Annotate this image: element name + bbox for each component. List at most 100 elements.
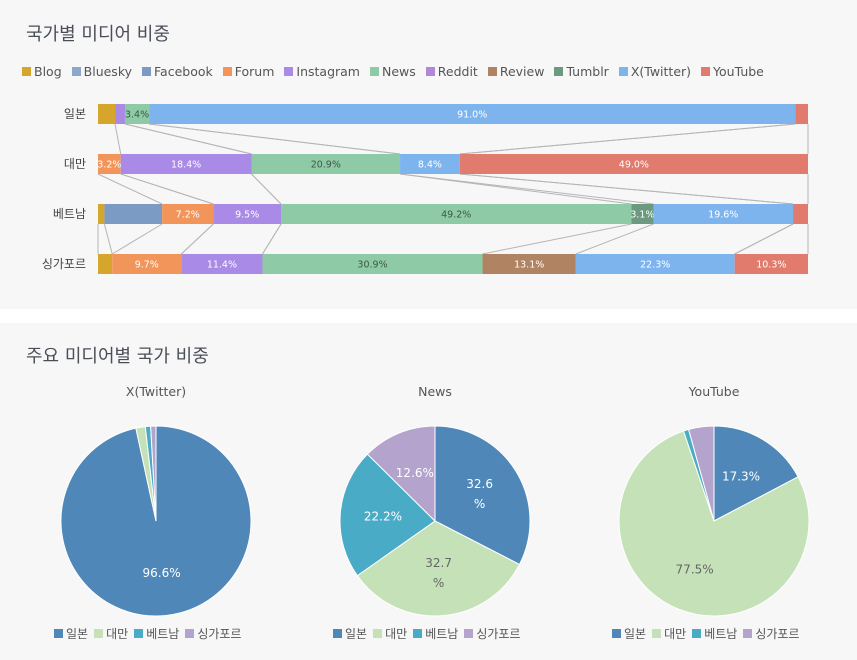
bar-segment-blog[interactable] [98,254,113,274]
legend-item-bluesky[interactable]: Bluesky [71,64,132,79]
legend-swatch [554,66,564,76]
bar-segment-label: 13.1% [514,260,544,271]
legend-label: 베트남 [704,626,738,641]
legend-label: 일본 [624,626,647,641]
bar-segment-youtube[interactable] [734,254,808,274]
bar-segment-tumblr[interactable] [631,204,654,224]
bar-segment-forum[interactable] [162,204,214,224]
legend-label: 대만 [664,626,687,641]
connector-line [103,223,113,255]
legend-label: Forum [234,63,275,79]
pie-legend-item[interactable]: 대만 [652,625,686,642]
bar-segment-youtube[interactable] [793,204,808,224]
connector-line [575,223,654,255]
bar-segment-forum[interactable] [112,254,182,274]
legend-item-tumblr[interactable]: Tumblr [554,63,609,79]
bar-segment-news[interactable] [281,204,632,224]
pie-chart-news: News 32.6% 32.7% 22.2% 12.6% [339,384,531,617]
bar-segment-news[interactable] [262,254,483,274]
bar-segment-x-twitter[interactable] [653,204,794,224]
legend-item-x-twitter[interactable]: X(Twitter) [618,63,692,79]
pie-legend-item[interactable]: 베트남 [692,625,737,642]
legend-swatch [743,628,753,638]
stacked-bar-chart: 일본 3.4% 91.0% 대만 3.2% 18.4% 20.9% 8.4% 49.0% 베트남 7… [42,104,809,274]
legend-item-instagram[interactable]: Instagram [284,64,360,79]
legend-swatch [22,66,31,76]
legend-item-forum[interactable]: Forum [222,63,275,79]
legend-swatch [94,628,104,638]
pie-legend-item[interactable]: 대만 [94,625,128,642]
legend-swatch [373,628,383,638]
pie-chart-x-twitter: X(Twitter) 96.6% [60,384,252,617]
legend-label: X(Twitter) [630,63,692,79]
bar-segment-instagram[interactable] [181,254,263,274]
pie-legend-item[interactable]: 일본 [54,625,88,642]
pie-slice-싱가포르[interactable] [150,425,157,522]
legend-item-facebook[interactable]: Facebook [142,64,213,79]
bar-segment-x-twitter[interactable] [575,254,735,274]
bar-segment-blog[interactable] [98,104,116,124]
pie-legend-item[interactable]: 싱가포르 [185,625,241,642]
bar-segment-x-twitter[interactable] [400,154,460,174]
pie-slice-label: 77.5% [676,563,714,577]
legend-label: 베트남 [425,626,459,641]
pie-slice-대만[interactable] [356,520,521,617]
legend-item-review[interactable]: Review [487,64,544,79]
legend-item-reddit[interactable]: Reddit [425,63,478,79]
pie-slice-베트남[interactable] [339,453,436,577]
pie-slice-일본[interactable] [434,425,531,566]
legend-label: News [381,63,416,79]
pie-legend-item[interactable]: 일본 [612,625,646,642]
bar-segment-youtube[interactable] [795,104,808,124]
connector-line [262,223,282,255]
legend-item-news[interactable]: News [369,63,416,79]
legend-label: YouTube [713,63,764,79]
country-label-1: 대만 [64,157,86,171]
legend-label: 일본 [66,626,89,641]
legend-swatch [692,628,702,638]
legend-swatch [413,628,423,638]
bar-segment-forum[interactable] [98,154,121,174]
legend-label: Tumblr [566,63,609,79]
pie-slice-싱가포르[interactable] [688,425,715,522]
pie-legend-item[interactable]: 대만 [373,625,407,642]
legend-swatch [652,628,662,638]
pie-slice-일본[interactable] [713,425,799,522]
bar-segment-label: 3.2% [97,160,121,171]
bar-segment-instagram[interactable] [120,154,252,174]
connector-line [124,123,252,155]
bar-segment-youtube[interactable] [459,154,808,174]
legend-swatch [333,628,342,638]
pie-legend-item[interactable]: 싱가포르 [743,625,799,642]
bar-segment-label: 30.9% [357,260,387,271]
pie-title: News [418,384,452,399]
country-label-0: 일본 [64,107,86,121]
pie-slice-싱가포르[interactable] [366,425,436,523]
bar-segment-news[interactable] [251,154,401,174]
pie-legend-item[interactable]: 베트남 [413,625,458,642]
bar-segment-news[interactable] [124,104,150,124]
bar-segment-instagram[interactable] [213,204,282,224]
pie-legend-item[interactable]: 베트남 [134,625,179,642]
pie-slice-대만[interactable] [618,430,810,617]
bar-segment-instagram[interactable] [115,104,125,124]
bar-rows: 일본 3.4% 91.0% 대만 3.2% 18.4% 20.9% 8.4% 49.0% 베트남 7… [42,104,808,274]
legend-label: Facebook [154,63,213,79]
stacked-chart-legend: Blog Bluesky Facebook Forum Instagram News Red… [22,63,774,79]
pie-slice-label: 22.2% [364,510,402,524]
legend-item-youtube[interactable]: YouTube [701,64,764,79]
pie-title: YouTube [688,384,740,399]
bar-segment-blog[interactable] [98,204,105,224]
pie-legend-item[interactable]: 싱가포르 [464,625,520,642]
bar-segment-label: 18.4% [171,160,201,171]
bar-segment-facebook[interactable] [104,204,163,224]
bar-segment-x-twitter[interactable] [149,104,796,124]
legend-item-blog[interactable]: Blog [22,64,62,79]
legend-label: 베트남 [146,626,180,641]
bar-segment-label: 8.4% [418,160,442,171]
legend-label: Reddit [437,63,478,79]
bar-segment-review[interactable] [482,254,576,274]
pie-legend-item[interactable]: 일본 [333,625,367,642]
connector-line [459,173,794,205]
bar-connector-lines [97,123,809,255]
